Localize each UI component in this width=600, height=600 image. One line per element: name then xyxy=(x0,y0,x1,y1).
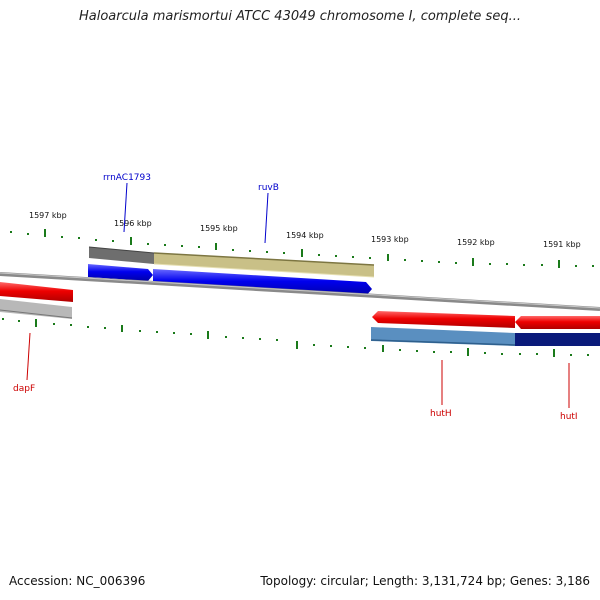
tick-label-1592: 1592 kbp xyxy=(457,238,495,247)
tick-label-1596: 1596 kbp xyxy=(114,219,152,228)
reverse-genes[interactable] xyxy=(0,282,600,329)
gene-label-ruvB-group[interactable]: ruvB xyxy=(258,183,279,244)
gene-label-hutI: hutI xyxy=(560,412,578,422)
gene-label-ruvB: ruvB xyxy=(258,183,279,193)
gene-hutH-arrow xyxy=(372,311,515,328)
forward-cds-band[interactable] xyxy=(88,246,375,278)
gene-label-dapF-group[interactable]: dapF xyxy=(13,332,35,394)
gene-label-rrnAC1793: rrnAC1793 xyxy=(103,173,151,183)
map-title: Haloarcula marismortui ATCC 43049 chromo… xyxy=(79,9,521,24)
gene-label-dapF: dapF xyxy=(13,384,35,394)
gene-ruvB-arrow xyxy=(153,269,372,296)
topology-summary-text: Topology: circular; Length: 3,131,724 bp… xyxy=(260,574,590,588)
tick-label-1593: 1593 kbp xyxy=(371,235,409,244)
gene-label-hutI-group[interactable]: hutI xyxy=(560,363,578,422)
forward-genes[interactable] xyxy=(88,264,372,296)
gene-label-hutH-group[interactable]: hutH xyxy=(430,360,452,419)
tick-label-1597: 1597 kbp xyxy=(29,211,67,220)
gene-label-hutH: hutH xyxy=(430,409,452,419)
kbp-tick-labels: 1597 kbp 1596 kbp 1595 kbp 1594 kbp 1593… xyxy=(29,211,581,249)
gene-label-rrnAC1793-group[interactable]: rrnAC1793 xyxy=(103,173,151,233)
lower-tick-track xyxy=(2,318,589,357)
tick-label-1591: 1591 kbp xyxy=(543,240,581,249)
gene-rrnAC1793-arrow xyxy=(88,264,153,281)
tick-label-1594: 1594 kbp xyxy=(286,231,324,240)
reverse-cds-band[interactable] xyxy=(0,299,600,346)
accession-text: Accession: NC_006396 xyxy=(9,574,146,588)
tick-label-1595: 1595 kbp xyxy=(200,224,238,233)
gene-dapF-arrow xyxy=(0,282,73,302)
gene-hutI-arrow xyxy=(515,316,600,329)
upper-tick-track xyxy=(10,229,594,268)
